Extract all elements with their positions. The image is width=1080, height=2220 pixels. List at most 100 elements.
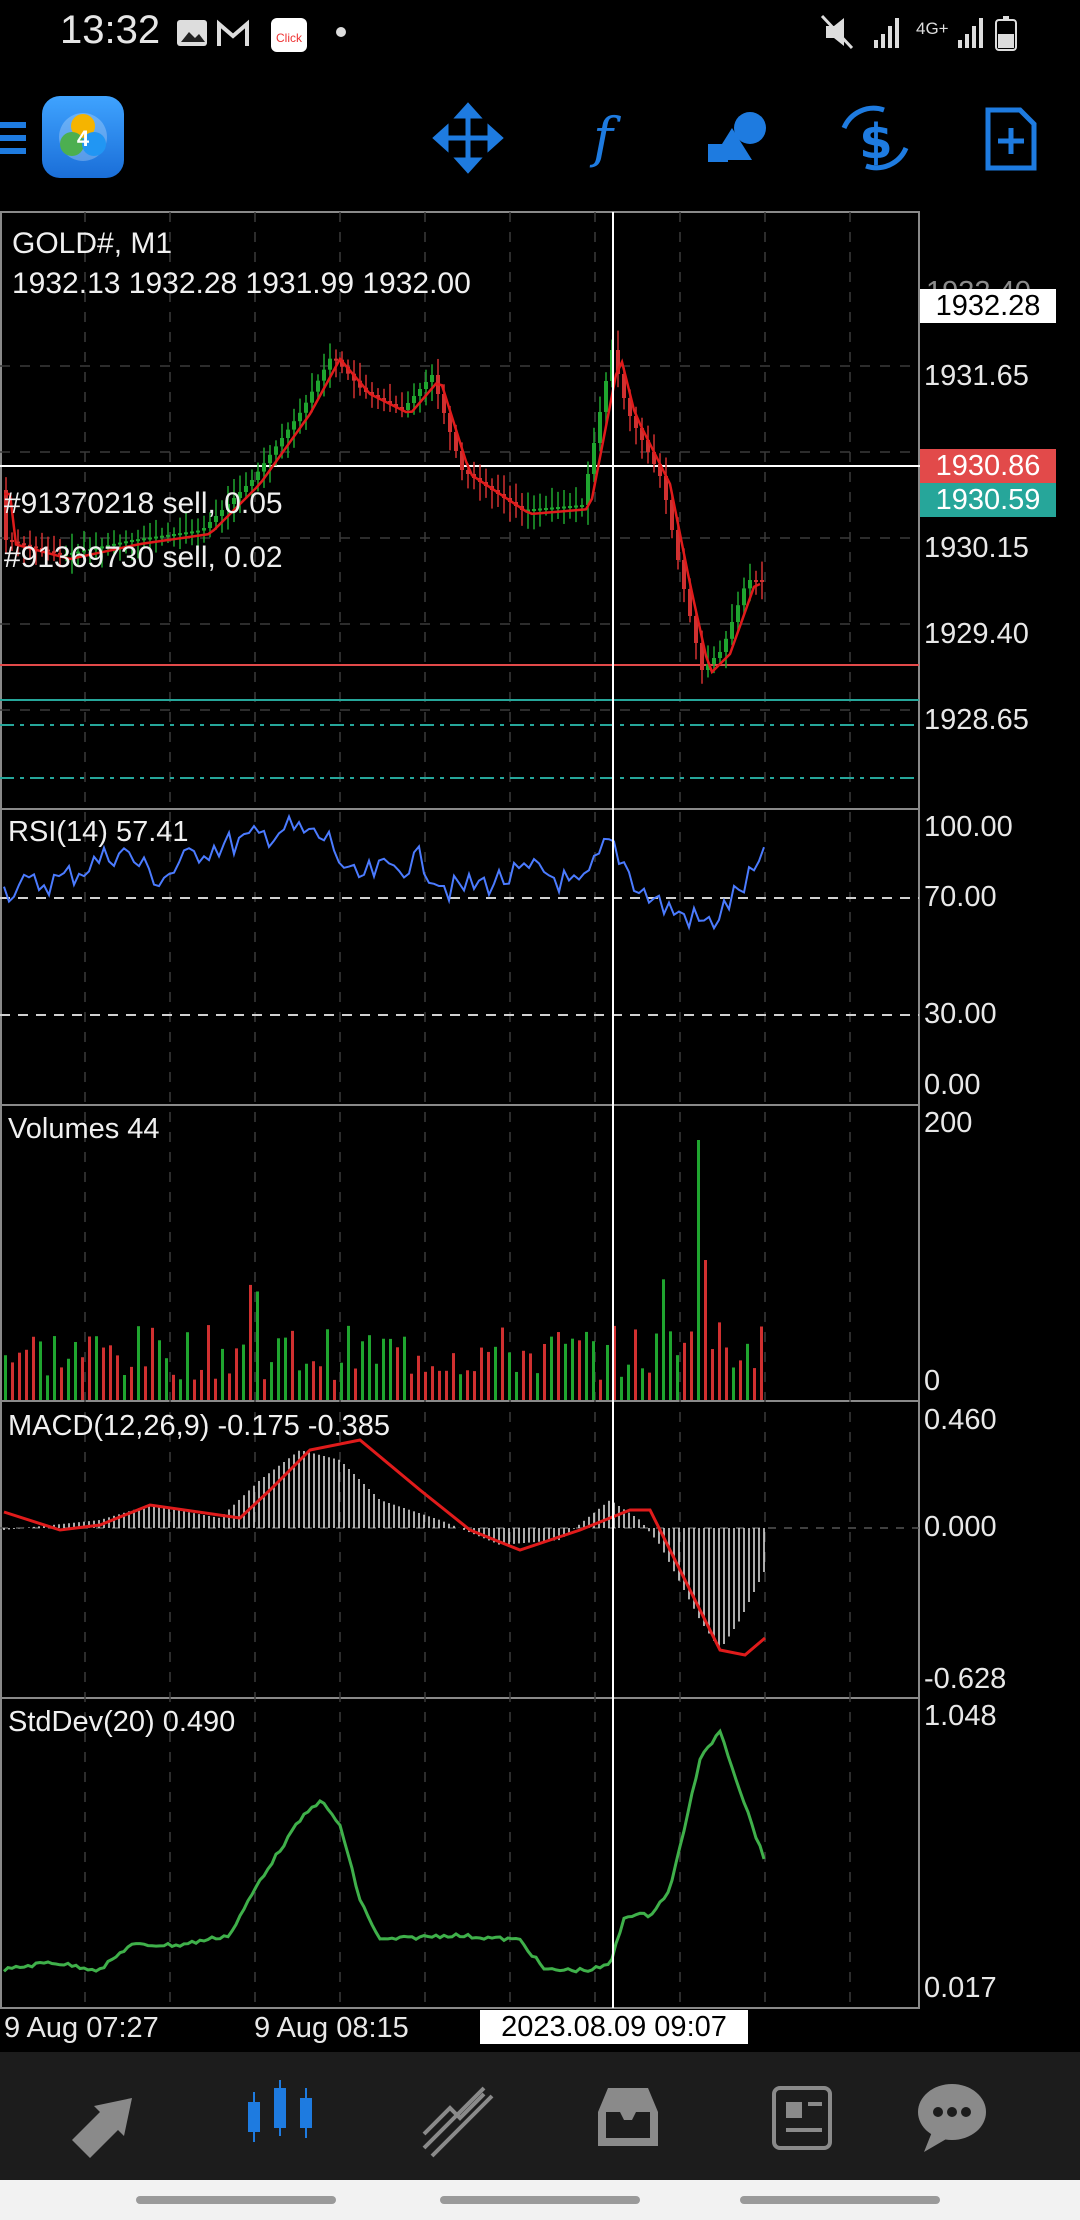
nav-chart[interactable] [210,2052,350,2180]
volume-bar [242,1344,245,1400]
indicators-button[interactable]: f [558,88,648,188]
candle-body [124,541,128,544]
nav-history[interactable] [558,2052,698,2180]
order-label-2[interactable]: #91369730 sell, 0.02 [4,541,283,574]
candle-body [286,429,290,438]
nav-news[interactable] [732,2052,872,2180]
candle-body [694,616,698,643]
volume-bar [599,1379,602,1400]
volume-bar [46,1375,49,1400]
candle-body [136,539,140,542]
rsi-level-lines [0,897,919,1016]
volume-level-label: 0 [924,1365,941,1397]
volume-bar [95,1336,98,1400]
price-label: 1931.65 [924,360,1029,392]
volume-bar [144,1366,147,1400]
candle-body [604,381,608,412]
candle-body [550,507,554,510]
nav-chat[interactable] [882,2052,1022,2180]
candle-body [646,440,650,452]
candle-body [592,443,596,474]
candle-body [196,530,200,533]
volume-bar [648,1372,651,1400]
candle-body [652,452,656,464]
candle-body [406,403,410,410]
candle-body [310,391,314,403]
volume-bar [249,1284,252,1400]
candle-body [70,552,74,555]
candle-body [244,486,248,492]
macd-level-label: -0.628 [924,1663,1007,1695]
rsi-title: RSI(14) 57.41 [8,816,189,848]
volume-bar [557,1332,560,1400]
volume-bar [613,1325,616,1400]
nav-quotes[interactable] [36,2052,176,2180]
candle-body [640,428,644,440]
volume-bar [487,1351,490,1400]
chart-canvas[interactable] [0,200,1080,2020]
menu-icon[interactable] [0,118,30,158]
volumes-title: Volumes 44 [8,1113,160,1145]
app-logo[interactable]: 4 [42,96,124,178]
candle-body [424,382,428,389]
candle-body [634,416,638,428]
trade-button[interactable]: $ [830,88,920,188]
macd-histogram [3,1450,765,1649]
volume-bar [711,1349,714,1400]
volume-bar [760,1326,763,1400]
candle-body [148,537,152,540]
chart-area[interactable]: GOLD#, M1 1932.13 1932.28 1931.99 1932.0… [0,200,1080,2044]
volume-bar [333,1379,336,1400]
volume-bar [606,1344,609,1400]
volume-bar [641,1368,644,1400]
volume-bar [725,1347,728,1400]
volume-bar [529,1353,532,1400]
candle-body [118,542,122,545]
candle-body [226,504,230,510]
crosshair-button[interactable] [423,88,513,188]
volume-bar [270,1362,273,1400]
candle-body [628,398,632,416]
candle-body [22,543,26,546]
candle-body [172,534,176,536]
candle-body [16,541,20,544]
gesture-handle [136,2196,336,2204]
nav-trade[interactable] [384,2052,524,2180]
macd-level-label: 0.460 [924,1404,997,1436]
stddev-level-label: 0.017 [924,1972,997,2004]
candle-body [388,401,392,404]
volume-bar [375,1363,378,1400]
volume-bar [53,1336,56,1400]
volume-bar [564,1343,567,1400]
volume-bar [452,1353,455,1400]
trade-icon [422,2086,494,2158]
order-label-1[interactable]: #91370218 sell, 0.05 [4,487,283,520]
volume-bar [109,1345,112,1400]
candle-body [400,407,404,410]
candle-body [562,506,566,509]
candle-body [88,549,92,551]
volume-bar [662,1279,665,1400]
new-order-button[interactable] [966,88,1056,188]
new-order-icon [985,107,1037,171]
candle-body [112,543,116,546]
candle-body [250,480,254,486]
volume-bar [123,1375,126,1400]
crosshair-time-tag: 2023.08.09 09:07 [480,2010,748,2044]
volume-bar [32,1336,35,1400]
objects-button[interactable] [694,88,784,188]
rsi-level-label: 0.00 [924,1069,981,1101]
macd-signal-line [3,1438,766,1657]
indicators-icon: f [589,106,621,169]
volume-bar [571,1338,574,1400]
volume-bar [179,1379,182,1400]
volume-bar [396,1347,399,1400]
stddev-line [2,1728,766,1974]
candle-body [160,535,164,538]
volume-bar [466,1370,469,1400]
volume-bar [200,1369,203,1400]
candle-body [664,476,668,500]
candle-body [4,490,8,540]
candle-body [724,638,728,652]
volume-bar [382,1338,385,1400]
